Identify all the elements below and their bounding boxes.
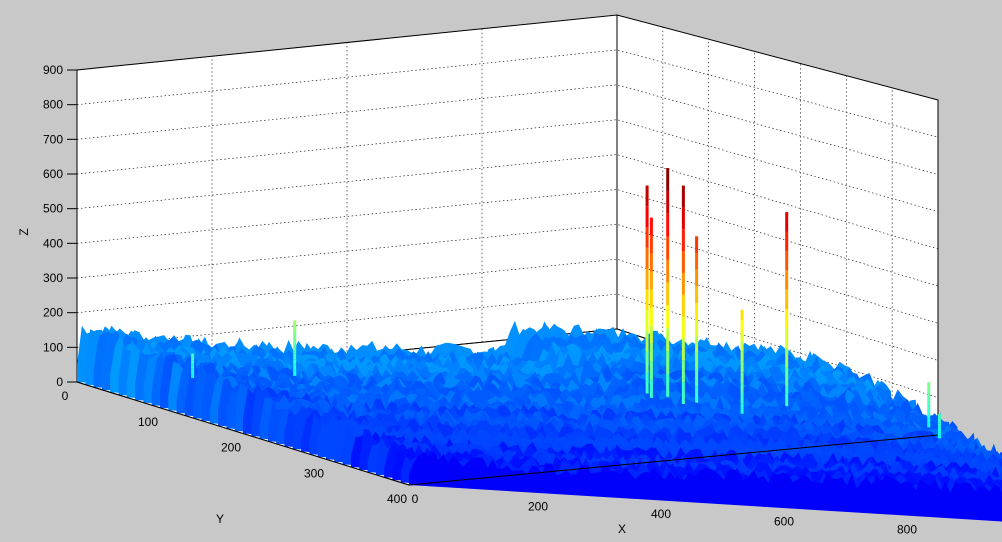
- z-tick-label: 100: [43, 340, 63, 354]
- z-grid-line: [76, 258, 939, 361]
- y-axis-line: [76, 381, 410, 486]
- y-tick-label: 400: [387, 492, 407, 506]
- x-axis-line: [408, 434, 939, 486]
- z-grid-line: [76, 84, 939, 175]
- z-grid-line: [76, 224, 939, 324]
- y-axis-label: Y: [216, 512, 224, 526]
- y-tick-label: 100: [138, 415, 158, 429]
- y-tick-label: 0: [62, 389, 69, 403]
- x-axis-label: X: [618, 522, 626, 536]
- z-tick-label: 700: [43, 132, 63, 146]
- z-tick-label: 300: [43, 271, 63, 285]
- z-grid-line: [76, 14, 939, 101]
- y-tick-label: 300: [304, 466, 324, 480]
- z-grid-line: [76, 154, 939, 250]
- x-tick-label: 200: [528, 500, 548, 514]
- x-tick-label: 600: [774, 515, 794, 529]
- x-tick-label: 0: [412, 492, 419, 506]
- z-axis-label: Z: [17, 228, 31, 235]
- x-tick-label: 800: [897, 522, 917, 536]
- z-grid-line: [76, 49, 939, 138]
- z-tick-label: 600: [43, 167, 63, 181]
- z-tick-label: 200: [43, 306, 63, 320]
- surface: [77, 168, 1002, 522]
- z-tick-label: 800: [43, 98, 63, 112]
- z-tick-label: 0: [56, 375, 63, 389]
- grid-lines: [76, 14, 939, 436]
- z-tick-label: 400: [43, 236, 63, 250]
- z-grid-line: [76, 119, 939, 212]
- z-tick-label: 500: [43, 202, 63, 216]
- y-tick-label: 200: [221, 441, 241, 455]
- z-tick-label: 900: [43, 63, 63, 77]
- tick-labels: 0 100 200 300 400 500 600 700 800 900 0 100 200 300 40…: [43, 63, 939, 536]
- z-grid-line: [76, 189, 939, 287]
- surface-strip: [409, 451, 1002, 522]
- x-tick-label: 400: [651, 507, 671, 521]
- z-grid-line: [76, 293, 939, 399]
